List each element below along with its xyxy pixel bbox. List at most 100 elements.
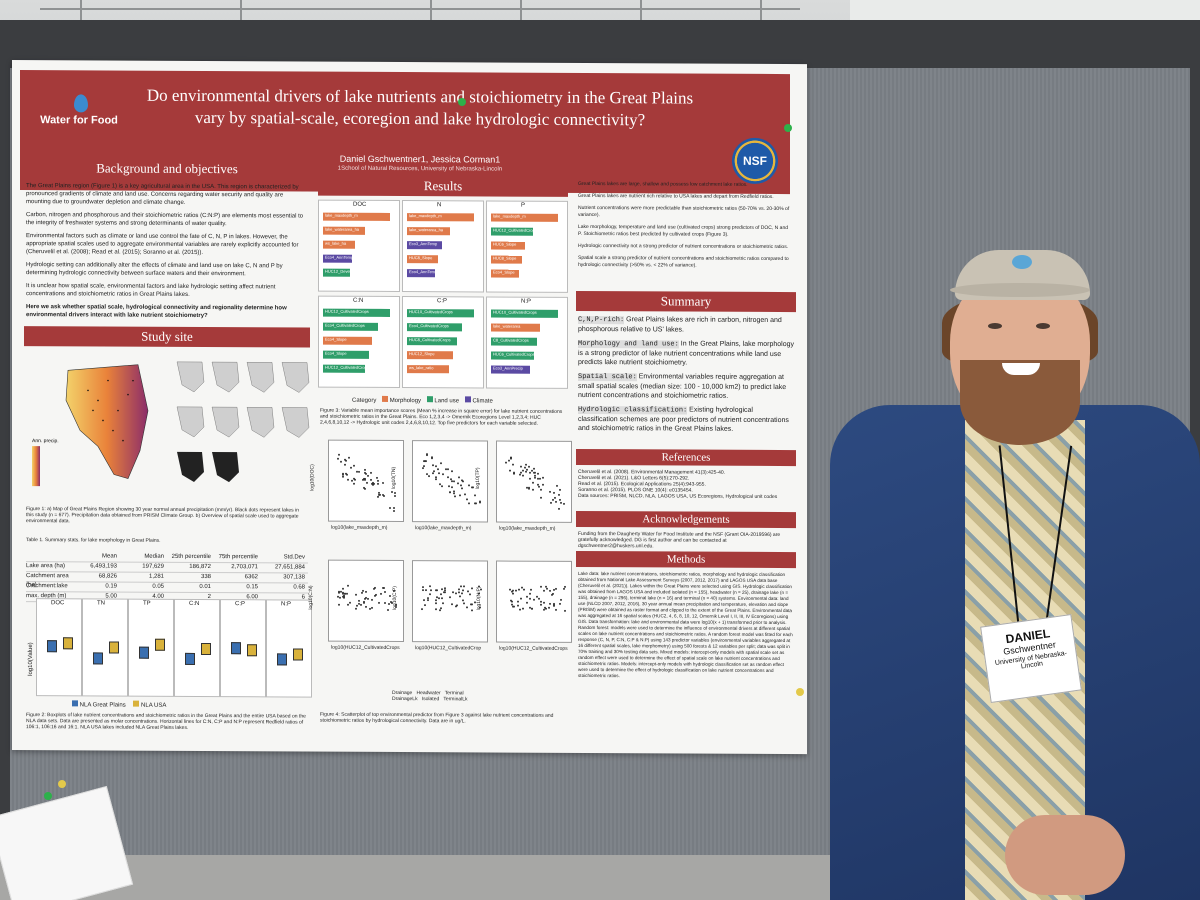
scatter-point (443, 591, 445, 594)
boxplot-title: TP (143, 600, 151, 607)
boxplot-box (293, 648, 303, 661)
scatter-point (538, 597, 540, 600)
result-bullet: Hydrologic connectivity not a strong pre… (578, 242, 789, 251)
importance-bar: Eco4_AnnTemp (407, 269, 438, 278)
scatter-point (370, 478, 372, 481)
push-pin (58, 780, 66, 788)
scatter-point (542, 476, 544, 479)
scatter-point (355, 607, 357, 610)
importance-bar: ws_lake_ratio (407, 365, 449, 374)
scatter-point (536, 595, 538, 598)
scatter-point (423, 460, 425, 463)
scatter-point (337, 457, 339, 460)
importance-bar: HUC12_Slope (407, 351, 453, 360)
scatter-point (349, 601, 351, 604)
scatter-point (526, 595, 528, 598)
scatter-point (382, 493, 384, 496)
importance-bar: HUC8_Slope (491, 255, 522, 264)
scatter-point (432, 464, 434, 467)
scatter-point (391, 490, 393, 493)
map-legend-title: Ann. precip. (32, 438, 59, 444)
scatter-point (438, 597, 440, 600)
scatter-point (389, 506, 391, 509)
scatter-point (339, 596, 341, 599)
scatter-point (347, 478, 349, 481)
scatter-point (543, 589, 545, 592)
bar-label: HUC8_Slope (409, 255, 433, 261)
scatter-point (380, 592, 382, 595)
importance-bar: Eco4_CultivatedCrops (407, 323, 462, 332)
importance-bar: HUC8_CultivatedCrops (407, 337, 457, 346)
bar-label: lake_maxdepth_m (409, 213, 442, 219)
bar-label: Eco4_AnnTemp (409, 269, 438, 275)
scatter-point (351, 479, 353, 482)
bar-label: HUC12_CultivatedCrops (325, 308, 369, 314)
scatter-plot: log10(TP) log10(lake_maxdepth_m) (475, 440, 572, 532)
scatter-point (423, 599, 425, 602)
scatter-point (512, 463, 514, 466)
scatter-point (533, 598, 535, 601)
precip-map: Ann. precip. (32, 364, 149, 487)
bar-label: C8_CultivatedCrops (493, 337, 529, 343)
scatter-point (355, 593, 357, 596)
scatter-xlabel: log10(lake_maxdepth_m) (415, 525, 472, 532)
push-pin (44, 792, 52, 800)
scatter-point (548, 606, 550, 609)
scatter-point (353, 477, 355, 480)
scatter-point (533, 467, 535, 470)
scatter-point (377, 479, 379, 482)
boxplot-box (47, 640, 57, 653)
boxplot-box (185, 652, 195, 665)
scatter-point (513, 471, 515, 474)
scatter-point (460, 484, 462, 487)
scatter-point (517, 600, 519, 603)
scale-maps (172, 357, 312, 498)
importance-bar: Eco4_AnnTemp (323, 254, 354, 263)
scatter-point (543, 608, 545, 611)
boxplot-title: C:N (189, 600, 200, 607)
scatter-point (455, 605, 457, 608)
scatter-point (545, 585, 547, 588)
scatter-point (555, 587, 557, 590)
boxplot-box (231, 642, 241, 655)
scatter-xlabel: log10(HUC12_CultivatedCrops (499, 645, 568, 652)
importance-bar: lake_waterarea (491, 323, 540, 332)
scatter-point (449, 596, 451, 599)
scatter-point (365, 590, 367, 593)
bar-label: Eco4_AnnTemp (325, 254, 354, 260)
scatter-point (509, 469, 511, 472)
scatter-point (427, 599, 429, 602)
bar-label: HUC12_Slope (409, 351, 435, 357)
importance-bar-panels: DOC lake_maxdepth_m lake_waterarea_ha ws_la… (318, 199, 568, 391)
scatter-point (361, 591, 363, 594)
scatter-point (384, 601, 386, 604)
panel-title: N (437, 202, 442, 209)
scatter-point (342, 595, 344, 598)
scatter-point (559, 488, 561, 491)
scatter-point (540, 585, 542, 588)
bar-label: Eco4_Slope (325, 350, 347, 356)
scatter-point (424, 604, 426, 607)
importance-bar: HUC12_CultivatedCrops (323, 364, 369, 373)
scatter-point (439, 609, 441, 612)
scatter-point (441, 597, 443, 600)
scatter-point (528, 486, 530, 489)
scatter-point (519, 608, 521, 611)
scatter-point (452, 591, 454, 594)
scatter-point (540, 600, 542, 603)
importance-bar: HUC12_Developed (323, 268, 359, 277)
scatter-point (429, 593, 431, 596)
boxplot-legend-gp: NLA Great Plains NLA USA (72, 700, 166, 709)
scatter-point (537, 472, 539, 475)
scatter-point (555, 608, 557, 611)
scatter-point (388, 602, 390, 605)
scatter-point (374, 594, 376, 597)
panel-title: N:P (521, 298, 532, 305)
scatter-point (471, 609, 473, 612)
scatter-point (459, 595, 461, 598)
scatter-point (529, 597, 531, 600)
scatter-point (458, 588, 460, 591)
scatter-point (471, 587, 473, 590)
scatter-point (515, 589, 517, 592)
